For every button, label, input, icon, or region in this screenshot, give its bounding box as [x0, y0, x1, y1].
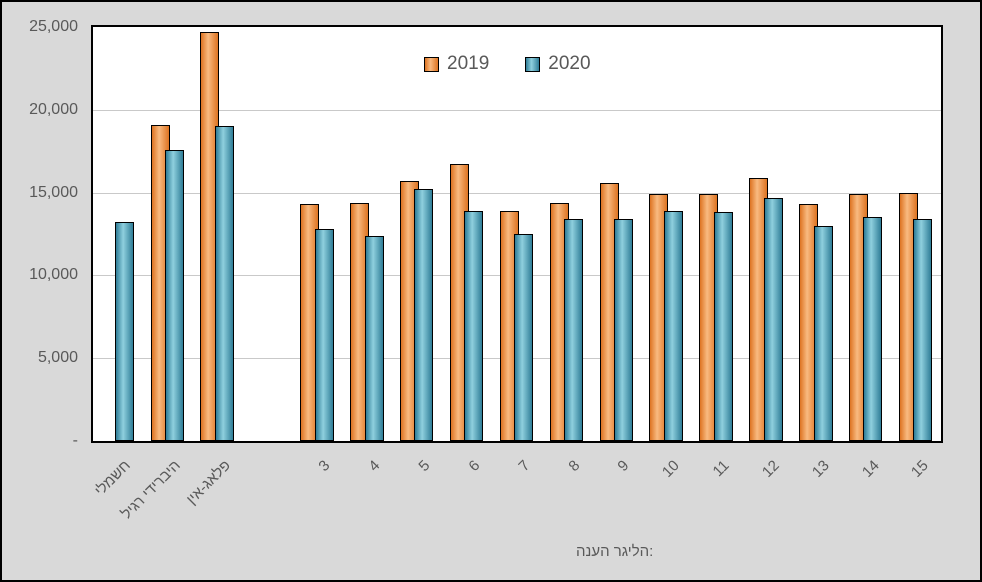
- bar-2020-7: [514, 234, 534, 441]
- legend-item-2019: 2019: [424, 53, 489, 75]
- bar-2020-11: [713, 212, 733, 441]
- x-axis-title: הנעה רגילה:: [576, 543, 654, 560]
- bar-2020-15: [913, 219, 933, 441]
- gridline: [93, 192, 941, 194]
- bar-2020-8: [564, 219, 584, 441]
- x-axis-tick-label: 8: [564, 457, 583, 475]
- legend-item-2020: 2020: [525, 53, 591, 75]
- x-axis-tick-label: 13: [808, 457, 833, 481]
- bar-2020-4: [364, 235, 384, 441]
- y-axis-tick-label: 25,000: [29, 18, 78, 35]
- bar-2020-היברידי רגיל: [165, 149, 185, 441]
- x-axis-tick-label: 15: [908, 457, 933, 481]
- legend-label-2019: 2019: [447, 53, 490, 74]
- y-axis-tick-label: -: [72, 432, 78, 449]
- legend-swatch-2020-icon: [525, 56, 541, 72]
- gridline: [93, 109, 941, 111]
- x-axis-tick-label: 5: [415, 457, 434, 475]
- x-axis-tick-label: 14: [858, 457, 883, 481]
- x-axis-tick-label: פלאג-אין: [182, 457, 234, 508]
- x-axis-tick-label: 6: [465, 457, 484, 475]
- x-axis-tick-label: 3: [315, 457, 334, 475]
- bar-2020-חשמלי: [115, 222, 135, 441]
- bar-2020-3: [314, 229, 334, 441]
- bar-2020-12: [763, 197, 783, 441]
- x-axis-tick-label: 4: [365, 457, 384, 475]
- x-axis-tick-label: חשמלי: [91, 457, 134, 500]
- y-axis-tick-label: 10,000: [29, 266, 78, 284]
- x-axis-tick-label: 10: [658, 457, 683, 481]
- bar-2020-10: [663, 210, 683, 441]
- bar-2020-6: [464, 210, 484, 441]
- y-axis-tick-label: 15,000: [29, 183, 78, 201]
- legend-label-2020: 2020: [548, 53, 591, 74]
- legend-swatch-2019-icon: [424, 56, 439, 72]
- x-axis-tick-label: 12: [758, 457, 783, 481]
- x-axis-tick-label: 11: [709, 457, 733, 481]
- x-axis-tick-label: 7: [515, 457, 534, 475]
- legend: 2019 2020: [424, 53, 591, 75]
- y-axis-tick-label: 20,000: [29, 100, 78, 118]
- bar-2020-פלאג-אין: [214, 126, 234, 441]
- bar-2020-5: [414, 189, 434, 441]
- bar-2020-14: [863, 217, 883, 441]
- bar-2020-13: [813, 225, 833, 441]
- plot-area: 2019 2020: [91, 25, 943, 443]
- bar-2020-9: [614, 219, 633, 441]
- x-axis-tick-label: 9: [614, 457, 633, 475]
- y-axis-tick-label: 5,000: [37, 349, 78, 367]
